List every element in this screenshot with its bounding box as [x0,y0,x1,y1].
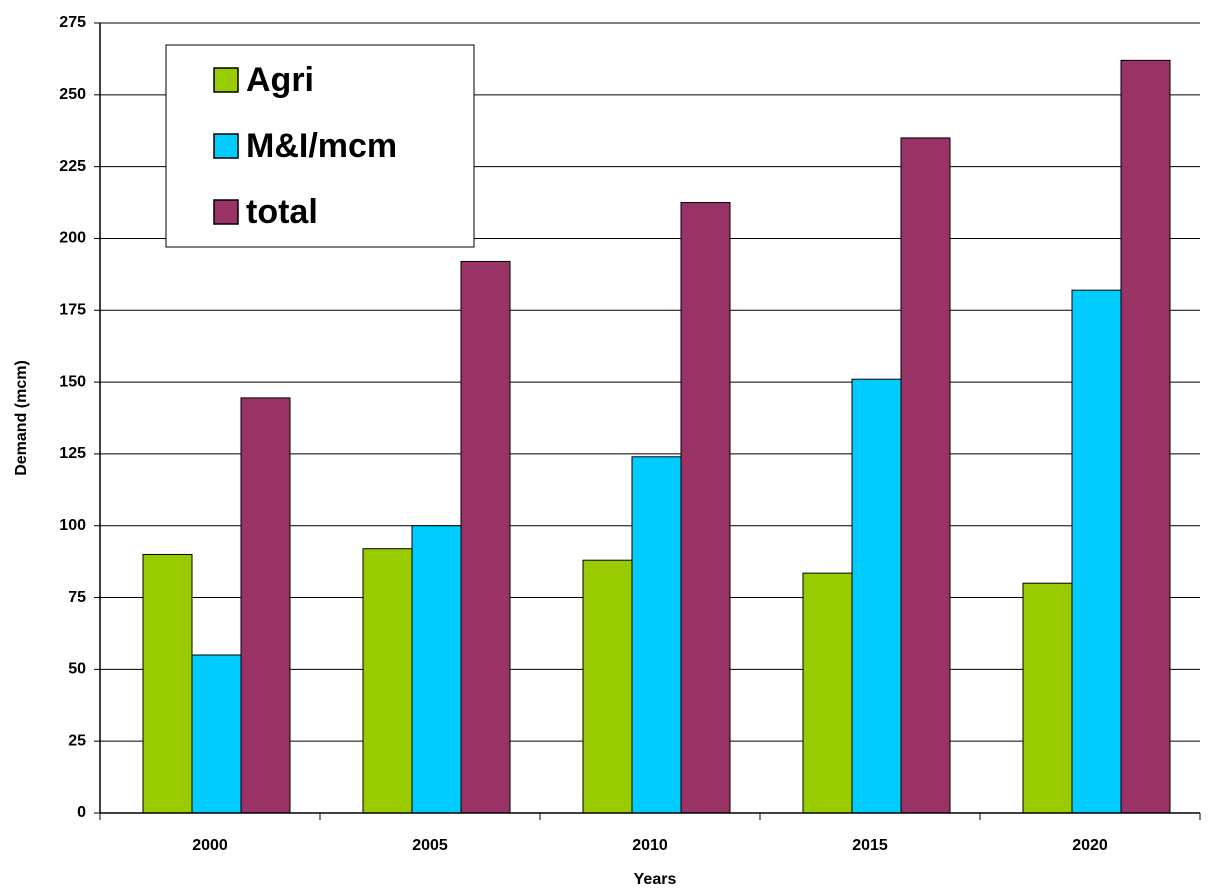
bar [411,525,462,814]
bar [460,260,511,814]
bar [1120,59,1171,814]
x-tick-label: 2020 [1072,837,1108,854]
x-tick-label: 2000 [192,837,228,854]
legend-label: M&I/mcm [246,127,397,165]
bar [802,572,853,814]
y-tick-label: 200 [59,230,86,247]
y-tick-label: 50 [68,661,86,678]
y-tick-label: 175 [59,301,86,318]
x-axis-label: Years [634,871,677,888]
bar [900,137,951,814]
y-tick-label: 250 [59,86,86,103]
y-tick-label: 150 [59,373,86,390]
bar [851,378,902,814]
legend: Agri M&I/mcm total [165,44,475,248]
x-tick-label: 2015 [852,837,888,854]
bar [1071,289,1122,814]
bar [680,202,731,814]
y-tick-label: 0 [77,804,86,821]
bar [142,553,193,814]
bar [240,397,291,814]
bar [582,559,633,814]
y-tick-label: 225 [59,158,86,175]
x-tick-label: 2010 [632,837,668,854]
bar [362,548,413,814]
x-tick-label: 2005 [412,837,448,854]
legend-swatch [213,199,239,225]
legend-swatch [213,67,239,93]
bar [191,654,242,814]
y-tick-label: 75 [68,589,86,606]
y-tick-label: 275 [59,14,86,31]
legend-label: Agri [246,61,314,99]
bar [1022,582,1073,814]
bar [631,456,682,814]
y-axis-label: Demand (mcm) [13,360,30,476]
y-tick-label: 25 [68,732,86,749]
legend-swatch [213,133,239,159]
legend-label: total [246,193,318,231]
y-tick-label: 125 [59,445,86,462]
y-tick-label: 100 [59,517,86,534]
